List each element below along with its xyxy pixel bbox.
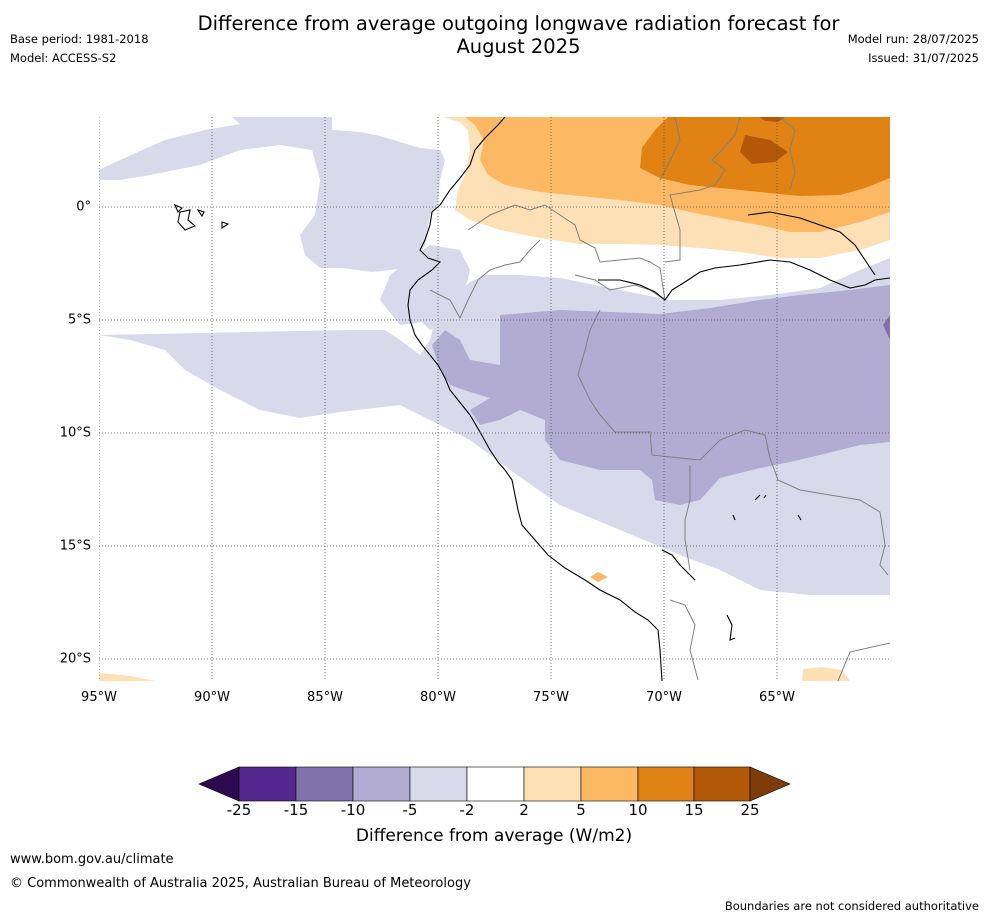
- anomaly-region-medium-lavender: [432, 285, 890, 505]
- colorbar-tick: -25: [226, 801, 252, 819]
- issued-date: Issued: 31/07/2025: [868, 51, 979, 65]
- lon-label-70w: 70°W: [646, 690, 682, 705]
- lat-label-0: 0°: [76, 199, 91, 215]
- lon-label-75w: 75°W: [533, 690, 569, 705]
- colorbar-bin-2-5: [523, 766, 582, 802]
- base-period: Base period: 1981-2018: [10, 32, 149, 46]
- graticule: [99, 117, 890, 681]
- lon-label-65w: 65°W: [759, 690, 795, 705]
- chart-title: Difference from average outgoing longwav…: [0, 12, 988, 58]
- lon-label-85w: 85°W: [307, 690, 343, 705]
- colorbar-tick: 15: [684, 801, 704, 819]
- anomaly-region-lavender-edge: [883, 315, 890, 340]
- footer-copyright: © Commonwealth of Australia 2025, Austra…: [10, 876, 471, 891]
- colorbar-bin-neg5-neg2: [409, 766, 468, 802]
- footer-url[interactable]: www.bom.gov.au/climate: [10, 852, 174, 867]
- anomaly-patch-southwest: [99, 673, 155, 681]
- model-name: Model: ACCESS-S2: [10, 51, 117, 65]
- lat-label-10s: 10°S: [59, 425, 91, 441]
- colorbar-tick: -10: [340, 801, 366, 819]
- anomaly-region-light-lavender-west: [99, 117, 445, 272]
- lat-label-15s: 15°S: [59, 538, 91, 554]
- lat-label-20s: 20°S: [59, 651, 91, 667]
- country-borders: [429, 117, 890, 681]
- model-run-date: Model run: 28/07/2025: [847, 32, 979, 46]
- colorbar-tick: -2: [459, 801, 475, 819]
- colorbar-extend-low: [198, 766, 240, 802]
- coastline: [173, 117, 890, 681]
- colorbar-tick: 10: [628, 801, 648, 819]
- anomaly-region-brown: [740, 135, 788, 164]
- footer-disclaimer: Boundaries are not considered authoritat…: [724, 899, 979, 913]
- lon-label-90w: 90°W: [194, 690, 230, 705]
- lon-label-95w: 95°W: [81, 690, 117, 705]
- colorbar-tick: -15: [283, 801, 309, 819]
- lon-label-80w: 80°W: [420, 690, 456, 705]
- anomaly-region-light-lavender-coast: [420, 245, 470, 330]
- colorbar-title: Difference from average (W/m2): [355, 826, 633, 846]
- anomaly-patch-south-small: [590, 572, 608, 582]
- colorbar: [198, 766, 791, 802]
- colorbar-bin-neg10-neg5: [352, 766, 411, 802]
- colorbar-bin-10-15: [637, 766, 695, 802]
- colorbar-tick: 25: [740, 801, 760, 819]
- colorbar-bin-neg2-2: [466, 766, 525, 802]
- colorbar-bin-5-10: [580, 766, 639, 802]
- colorbar-bin-15-25: [693, 766, 751, 802]
- colorbar-extend-high: [749, 766, 791, 802]
- lat-label-5s: 5°S: [67, 312, 91, 328]
- map-plot-area: [99, 117, 890, 681]
- anomaly-region-brown-north: [760, 117, 785, 122]
- colorbar-bin-neg15-neg10: [295, 766, 354, 802]
- colorbar-tick: 5: [576, 801, 586, 819]
- colorbar-tick: 2: [519, 801, 529, 819]
- colorbar-bin-neg25-neg15: [238, 766, 297, 802]
- title-line-1: Difference from average outgoing longwav…: [197, 12, 840, 35]
- anomaly-patch-southeast: [802, 667, 850, 681]
- title-line-2: August 2025: [456, 35, 581, 58]
- colorbar-tick: -5: [402, 801, 418, 819]
